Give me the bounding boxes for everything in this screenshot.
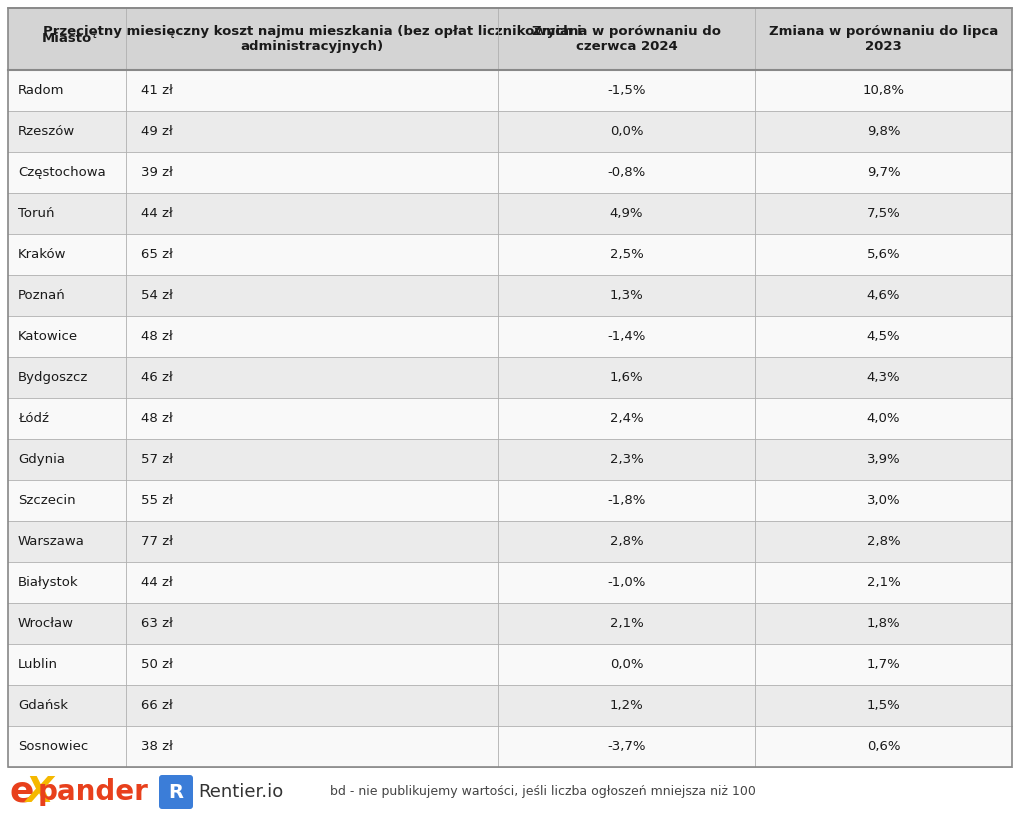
Text: Białystok: Białystok bbox=[18, 576, 78, 589]
Text: 0,0%: 0,0% bbox=[609, 658, 643, 671]
Text: Rzeszów: Rzeszów bbox=[18, 125, 75, 138]
Bar bbox=[8, 111, 1011, 152]
Text: 4,3%: 4,3% bbox=[866, 371, 900, 384]
Text: 2,3%: 2,3% bbox=[609, 453, 643, 466]
Text: 9,7%: 9,7% bbox=[866, 166, 900, 179]
Text: Rentier.io: Rentier.io bbox=[198, 783, 283, 801]
Text: Zmiana w porównaniu do
czerwca 2024: Zmiana w porównaniu do czerwca 2024 bbox=[532, 25, 720, 53]
Text: Przeciętny miesięczny koszt najmu mieszkania (bez opłat licznikowych i
administr: Przeciętny miesięczny koszt najmu mieszk… bbox=[43, 25, 581, 53]
Bar bbox=[8, 521, 1011, 562]
Text: Lublin: Lublin bbox=[18, 658, 58, 671]
Text: 54 zł: 54 zł bbox=[142, 289, 173, 302]
Text: Gdańsk: Gdańsk bbox=[18, 699, 68, 712]
Text: -0,8%: -0,8% bbox=[606, 166, 645, 179]
Text: 50 zł: 50 zł bbox=[142, 658, 173, 671]
Text: e: e bbox=[10, 775, 35, 809]
Bar bbox=[8, 603, 1011, 644]
Text: 49 zł: 49 zł bbox=[142, 125, 173, 138]
Text: 2,5%: 2,5% bbox=[609, 248, 643, 261]
Text: pander: pander bbox=[38, 778, 149, 806]
Text: 0,6%: 0,6% bbox=[866, 740, 900, 753]
Text: 4,0%: 4,0% bbox=[866, 412, 900, 425]
Bar bbox=[8, 316, 1011, 357]
Text: 0,0%: 0,0% bbox=[609, 125, 643, 138]
Text: 1,3%: 1,3% bbox=[609, 289, 643, 302]
Text: Częstochowa: Częstochowa bbox=[18, 166, 106, 179]
Bar bbox=[8, 193, 1011, 234]
FancyBboxPatch shape bbox=[159, 775, 193, 809]
Bar bbox=[8, 726, 1011, 767]
Text: -1,0%: -1,0% bbox=[606, 576, 645, 589]
Text: 1,8%: 1,8% bbox=[866, 617, 900, 630]
Text: 65 zł: 65 zł bbox=[142, 248, 173, 261]
Text: Kraków: Kraków bbox=[18, 248, 66, 261]
Text: 7,5%: 7,5% bbox=[866, 207, 900, 220]
Text: 9,8%: 9,8% bbox=[866, 125, 900, 138]
Text: 44 zł: 44 zł bbox=[142, 207, 173, 220]
Text: 55 zł: 55 zł bbox=[142, 494, 173, 507]
Text: 5,6%: 5,6% bbox=[866, 248, 900, 261]
Text: Warszawa: Warszawa bbox=[18, 535, 85, 548]
Text: Poznań: Poznań bbox=[18, 289, 65, 302]
Text: 1,5%: 1,5% bbox=[866, 699, 900, 712]
Text: bd - nie publikujemy wartości, jeśli liczba ogłoszeń mniejsza niż 100: bd - nie publikujemy wartości, jeśli lic… bbox=[330, 785, 755, 799]
Text: Toruń: Toruń bbox=[18, 207, 54, 220]
Text: Bydgoszcz: Bydgoszcz bbox=[18, 371, 89, 384]
Text: 3,9%: 3,9% bbox=[866, 453, 900, 466]
Text: R: R bbox=[168, 783, 183, 801]
Text: 46 zł: 46 zł bbox=[142, 371, 173, 384]
Text: 38 zł: 38 zł bbox=[142, 740, 173, 753]
Text: 2,1%: 2,1% bbox=[866, 576, 900, 589]
Text: -3,7%: -3,7% bbox=[606, 740, 645, 753]
Text: 10,8%: 10,8% bbox=[862, 84, 904, 97]
Text: Sosnowiec: Sosnowiec bbox=[18, 740, 89, 753]
Text: Miasto: Miasto bbox=[42, 32, 93, 46]
Text: 77 zł: 77 zł bbox=[142, 535, 173, 548]
Bar bbox=[8, 275, 1011, 316]
Text: 48 zł: 48 zł bbox=[142, 412, 173, 425]
Text: -1,4%: -1,4% bbox=[606, 330, 645, 343]
Text: 1,7%: 1,7% bbox=[866, 658, 900, 671]
Bar bbox=[8, 480, 1011, 521]
Text: -1,8%: -1,8% bbox=[606, 494, 645, 507]
Bar bbox=[8, 439, 1011, 480]
Bar bbox=[8, 8, 1011, 70]
Text: 44 zł: 44 zł bbox=[142, 576, 173, 589]
Text: Radom: Radom bbox=[18, 84, 64, 97]
Text: 66 zł: 66 zł bbox=[142, 699, 173, 712]
Bar bbox=[8, 357, 1011, 398]
Text: Wrocław: Wrocław bbox=[18, 617, 74, 630]
Text: X: X bbox=[25, 775, 54, 809]
Bar bbox=[8, 152, 1011, 193]
Text: 1,6%: 1,6% bbox=[609, 371, 643, 384]
Text: -1,5%: -1,5% bbox=[606, 84, 645, 97]
Text: 4,6%: 4,6% bbox=[866, 289, 900, 302]
Text: 48 zł: 48 zł bbox=[142, 330, 173, 343]
Bar bbox=[8, 234, 1011, 275]
Bar bbox=[8, 562, 1011, 603]
Text: Gdynia: Gdynia bbox=[18, 453, 65, 466]
Text: Szczecin: Szczecin bbox=[18, 494, 75, 507]
Text: 1,2%: 1,2% bbox=[609, 699, 643, 712]
Text: 2,8%: 2,8% bbox=[609, 535, 643, 548]
Text: 2,4%: 2,4% bbox=[609, 412, 643, 425]
Bar bbox=[8, 398, 1011, 439]
Text: Katowice: Katowice bbox=[18, 330, 78, 343]
Text: 63 zł: 63 zł bbox=[142, 617, 173, 630]
Text: 4,9%: 4,9% bbox=[609, 207, 643, 220]
Text: 2,1%: 2,1% bbox=[609, 617, 643, 630]
Text: 4,5%: 4,5% bbox=[866, 330, 900, 343]
Text: 41 zł: 41 zł bbox=[142, 84, 173, 97]
Bar bbox=[8, 644, 1011, 685]
Text: Łódź: Łódź bbox=[18, 412, 49, 425]
Text: 2,8%: 2,8% bbox=[866, 535, 900, 548]
Text: Zmiana w porównaniu do lipca
2023: Zmiana w porównaniu do lipca 2023 bbox=[768, 25, 998, 53]
Bar bbox=[8, 70, 1011, 111]
Text: 39 zł: 39 zł bbox=[142, 166, 173, 179]
Text: 3,0%: 3,0% bbox=[866, 494, 900, 507]
Text: 57 zł: 57 zł bbox=[142, 453, 173, 466]
Bar bbox=[8, 685, 1011, 726]
